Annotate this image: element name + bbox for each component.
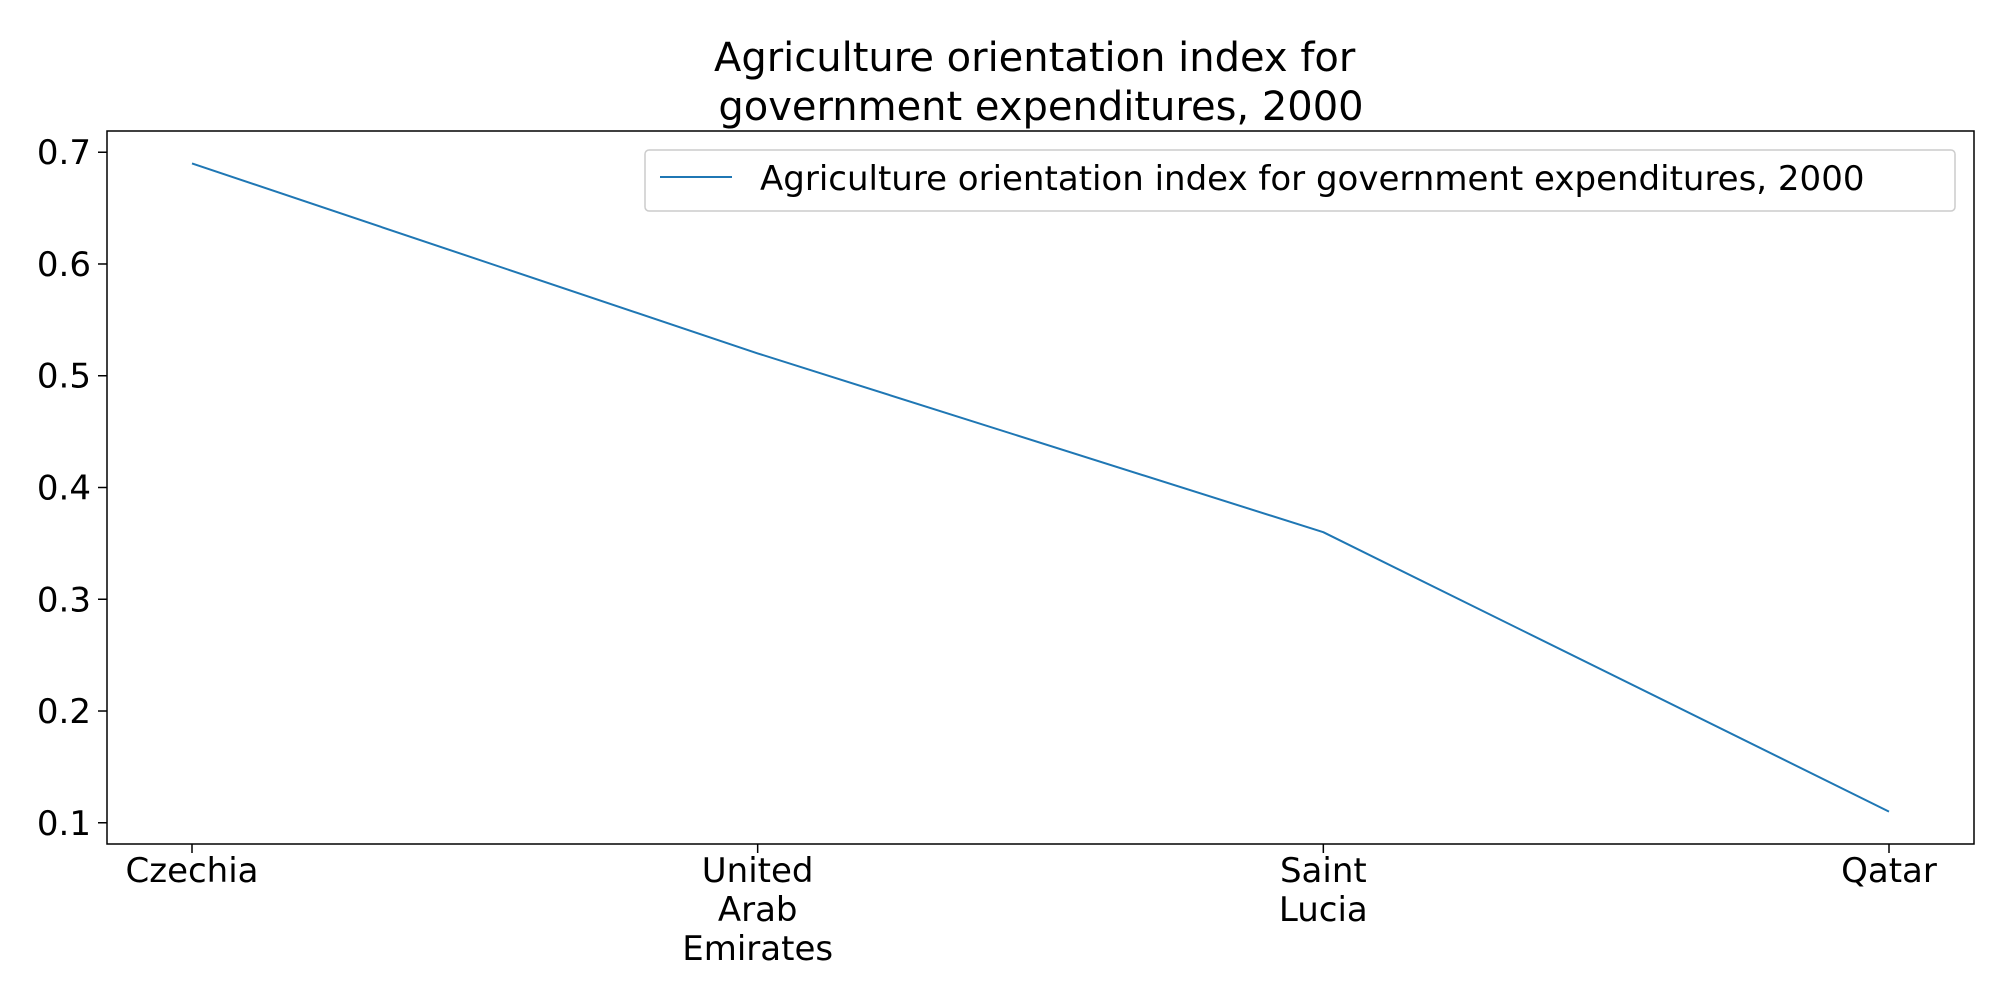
chart-title-line-2: government expenditures, 2000 <box>718 84 1363 130</box>
legend-label: Agriculture orientation index for govern… <box>760 159 1864 199</box>
x-tick-label-line: Czechia <box>125 851 258 891</box>
legend: Agriculture orientation index for govern… <box>644 149 1956 212</box>
series-layer <box>191 162 1890 813</box>
series-line <box>191 162 1890 813</box>
y-tick-label: 0.4 <box>37 469 91 509</box>
x-tick-label-line: Saint <box>1280 851 1367 891</box>
y-tick-label: 0.7 <box>37 133 91 173</box>
plot-area-frame <box>106 130 1975 845</box>
x-axis: Czechia United Arab Emirates Saint Lucia Qatar <box>125 844 1937 969</box>
chart-title-line-1: Agriculture orientation index for <box>714 35 1356 81</box>
y-tick-label: 0.6 <box>37 245 91 285</box>
x-tick-label-line: United <box>702 851 814 891</box>
y-axis: 0.1 0.2 0.3 0.4 0.5 0.6 0.7 <box>37 133 107 844</box>
x-tick-label-line: Qatar <box>1841 851 1937 891</box>
x-tick-label-line: Emirates <box>682 929 833 969</box>
y-tick-label: 0.3 <box>37 580 91 620</box>
x-tick-label: Czechia <box>125 851 258 891</box>
x-tick-label: Saint Lucia <box>1279 851 1368 930</box>
y-tick-label: 0.2 <box>37 692 91 732</box>
x-tick-label-line: Lucia <box>1279 890 1368 930</box>
y-tick-label: 0.1 <box>37 804 91 844</box>
y-tick-label: 0.5 <box>37 357 91 397</box>
x-tick-label: United Arab Emirates <box>682 851 833 969</box>
legend-box <box>644 149 1956 212</box>
x-tick-label: Qatar <box>1841 851 1937 891</box>
chart-title: Agriculture orientation index for govern… <box>714 35 1368 130</box>
x-tick-label-line: Arab <box>718 890 798 930</box>
